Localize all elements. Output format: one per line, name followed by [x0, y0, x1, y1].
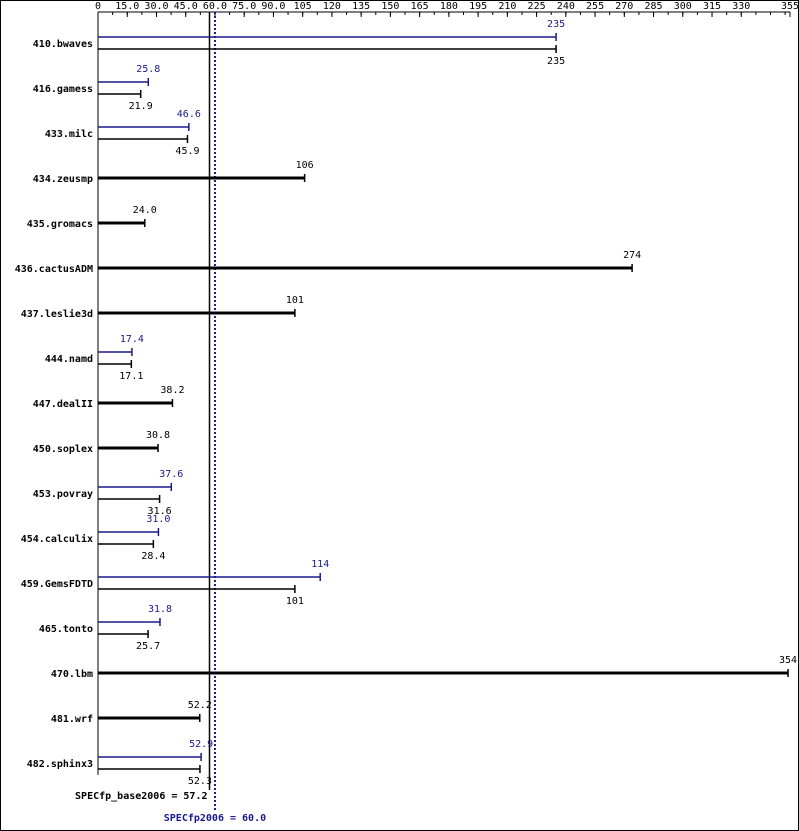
- value-label: 354: [779, 655, 797, 666]
- x-tick-label: 210: [498, 1, 516, 12]
- x-tick-label: 165: [411, 1, 429, 12]
- value-label: 37.6: [159, 469, 183, 480]
- category-label: 433.milc: [45, 128, 93, 140]
- x-tick-label: 105: [294, 1, 312, 12]
- category-label: 435.gromacs: [27, 219, 93, 230]
- x-tick-label: 180: [440, 1, 458, 12]
- category-label: 447.dealII: [33, 399, 93, 410]
- value-label: 38.2: [160, 385, 184, 396]
- value-label: 235: [547, 19, 565, 30]
- x-tick-label: 315: [703, 1, 721, 12]
- x-tick-label: 255: [586, 1, 604, 12]
- value-label: 106: [296, 160, 314, 171]
- category-label: 465.tonto: [39, 624, 93, 635]
- x-tick-label: 300: [674, 1, 692, 12]
- category-label: 434.zeusmp: [33, 174, 93, 185]
- x-tick-label: 240: [557, 1, 575, 12]
- value-label: 28.4: [141, 551, 165, 562]
- value-label: 31.8: [148, 604, 172, 615]
- value-label: 101: [286, 295, 304, 306]
- value-label: 31.6: [148, 506, 172, 517]
- category-label: 453.povray: [33, 489, 93, 500]
- value-label: 46.6: [177, 109, 201, 120]
- category-label: 470.lbm: [51, 669, 93, 680]
- value-label: 45.9: [175, 146, 199, 157]
- value-label: 17.1: [119, 371, 143, 382]
- x-tick-label: 195: [469, 1, 487, 12]
- value-label: 114: [311, 559, 329, 570]
- value-label: 31.0: [146, 514, 170, 525]
- category-label: 454.calculix: [21, 533, 93, 545]
- category-label: 444.namd: [45, 354, 93, 365]
- value-label: 25.8: [136, 64, 160, 75]
- value-label: 30.8: [146, 430, 170, 441]
- category-label: 481.wrf: [51, 714, 93, 725]
- x-tick-label: 90.0: [261, 1, 285, 12]
- value-label: 52.2: [188, 700, 212, 711]
- x-tick-label: 75.0: [232, 1, 256, 12]
- reference-label: SPECfp_base2006 = 57.2: [75, 791, 207, 802]
- value-label: 101: [286, 596, 304, 607]
- value-label: 235: [547, 56, 565, 67]
- value-label: 25.7: [136, 641, 160, 652]
- value-label: 21.9: [129, 101, 153, 112]
- value-label: 52.3: [188, 776, 212, 787]
- category-label: 459.GemsFDTD: [21, 579, 93, 590]
- reference-label: SPECfp2006 = 60.0: [164, 813, 266, 824]
- x-tick-label: 45.0: [174, 1, 198, 12]
- x-tick-label: 150: [381, 1, 399, 12]
- x-tick-label: 120: [323, 1, 341, 12]
- category-label: 410.bwaves: [33, 39, 93, 50]
- category-label: 436.cactusADM: [15, 264, 93, 275]
- value-label: 17.4: [120, 334, 144, 345]
- x-tick-label: 0: [95, 1, 101, 12]
- x-tick-label: 285: [645, 1, 663, 12]
- x-tick-label: 15.0: [115, 1, 139, 12]
- category-label: 482.sphinx3: [27, 758, 93, 770]
- x-tick-label: 60.0: [203, 1, 227, 12]
- x-tick-label: 355: [781, 1, 799, 12]
- x-tick-label: 135: [352, 1, 370, 12]
- category-label: 437.leslie3d: [21, 308, 93, 320]
- value-label: 24.0: [133, 205, 157, 216]
- x-tick-label: 225: [528, 1, 546, 12]
- value-label: 274: [623, 250, 641, 261]
- value-label: 52.9: [189, 739, 213, 750]
- category-label: 416.gamess: [33, 84, 93, 95]
- category-label: 450.soplex: [33, 444, 93, 455]
- x-tick-label: 30.0: [144, 1, 168, 12]
- x-tick-label: 270: [615, 1, 633, 12]
- x-tick-label: 330: [732, 1, 750, 12]
